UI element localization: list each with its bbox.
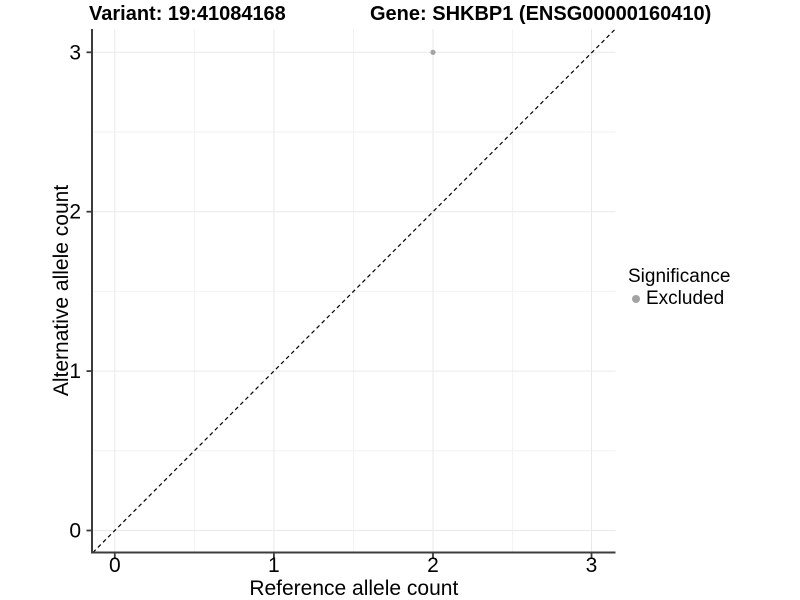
legend-point-marker-icon: [632, 295, 640, 303]
y-tick-marks: [86, 51, 91, 532]
y-tick-label-0: 0: [69, 520, 81, 543]
x-tick-label-0: 0: [109, 554, 121, 577]
gridlines-major: [92, 29, 616, 553]
legend-item-label: Excluded: [646, 288, 725, 309]
plot-title-variant: Variant: 19:41084168: [89, 3, 286, 25]
x-tick-marks: [113, 553, 593, 558]
x-tick-label-2: 2: [427, 554, 439, 577]
plot-title-gene: Gene: SHKBP1 (ENSG00000160410): [370, 3, 711, 25]
y-tick-label-2: 2: [69, 201, 81, 224]
data-point: [430, 49, 436, 55]
y-axis-title: Alternative allele count: [50, 185, 73, 396]
x-tick-label-1: 1: [268, 554, 280, 577]
x-axis-title: Reference allele count: [249, 577, 458, 600]
identity-line: [92, 28, 616, 553]
legend-title: Significance: [628, 266, 731, 287]
legend: Significance Excluded: [628, 266, 730, 310]
legend-item-excluded: Excluded: [628, 288, 730, 310]
y-tick-label-1: 1: [69, 360, 81, 383]
x-tick-label-3: 3: [586, 554, 598, 577]
y-tick-label-3: 3: [69, 41, 81, 64]
